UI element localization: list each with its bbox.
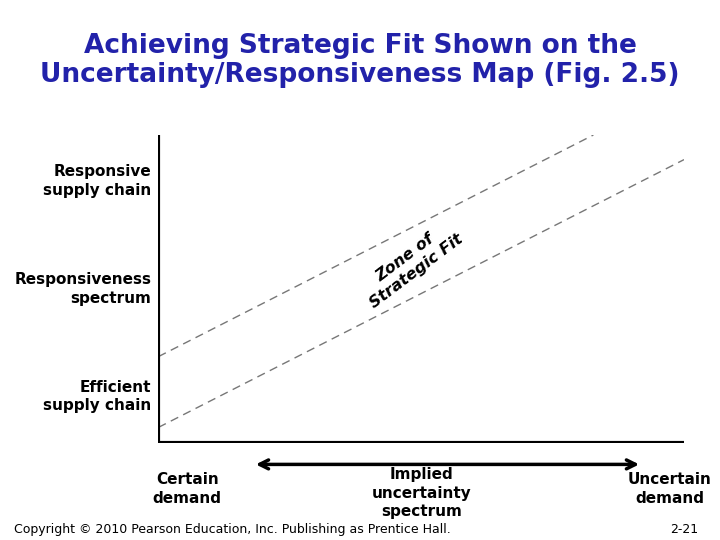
Text: Implied
uncertainty
spectrum: Implied uncertainty spectrum [372, 467, 471, 519]
Text: Responsive
supply chain: Responsive supply chain [43, 164, 151, 198]
Text: Efficient
supply chain: Efficient supply chain [43, 380, 151, 414]
Text: Uncertain
demand: Uncertain demand [628, 472, 711, 506]
Text: Uncertainty/Responsiveness Map (Fig. 2.5): Uncertainty/Responsiveness Map (Fig. 2.5… [40, 62, 680, 87]
Text: 2-21: 2-21 [670, 523, 698, 536]
Text: Certain
demand: Certain demand [153, 472, 222, 506]
Text: Zone of
Strategic Fit: Zone of Strategic Fit [356, 218, 465, 311]
Text: Responsiveness
spectrum: Responsiveness spectrum [14, 272, 151, 306]
Text: Copyright © 2010 Pearson Education, Inc. Publishing as Prentice Hall.: Copyright © 2010 Pearson Education, Inc.… [14, 523, 451, 536]
Text: Achieving Strategic Fit Shown on the: Achieving Strategic Fit Shown on the [84, 33, 636, 59]
